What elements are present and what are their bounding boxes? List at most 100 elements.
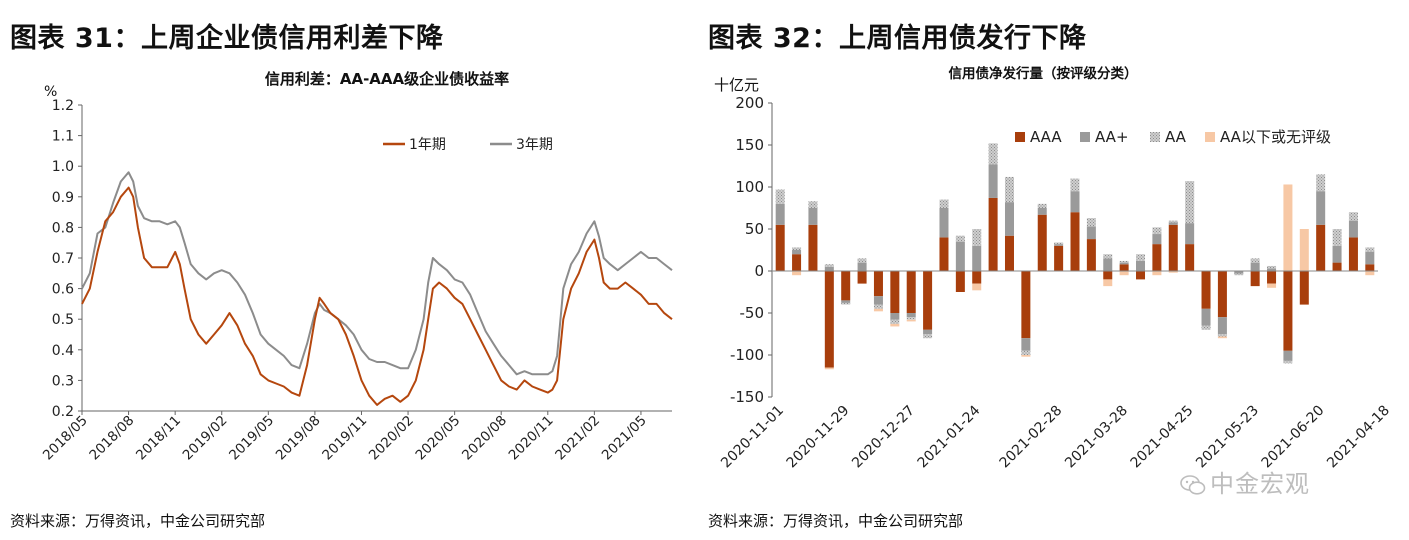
series-line-3y [81,171,673,376]
bar-aa-plus [1086,226,1096,240]
bar-aa [1332,229,1342,246]
bar-aaa [1283,271,1293,351]
y-tick-label: 0.7 [52,251,74,267]
bar-aaa [1250,271,1260,287]
bar-aa-plus [1332,245,1342,263]
x-tick-label: 2021/05 [599,413,650,464]
bar-aa-plus [808,208,818,225]
bar-aaa [873,271,883,297]
bar-aaa [841,271,851,301]
bar-aa-below [1217,336,1227,339]
series-line-1y [81,186,673,406]
bar-aa-below [906,319,916,322]
bar-aa-plus [1070,191,1080,213]
y-tick-label: 50 [745,220,764,238]
bar-aa-plus [1365,251,1375,265]
legend-label: AA+ [1095,128,1129,146]
bar-aa [841,302,851,305]
bar-aaa [1217,271,1227,318]
y-tick-label: 0.4 [52,343,74,359]
bar-aa-plus [1283,350,1293,361]
bar-aaa [1152,244,1162,271]
bar-aa [1185,181,1195,224]
bar-aa-plus [1152,234,1162,245]
bar-aa [890,319,900,324]
bar-aa [972,229,982,246]
bar-aaa [1103,271,1113,280]
y-tick-label: -150 [730,388,764,406]
bar-aa-plus [857,262,867,271]
x-tick-label: 2020-11-29 [784,403,853,472]
bar-aaa [1299,271,1309,305]
bar-aa-plus [1267,268,1277,271]
bar-aaa [1185,244,1195,271]
left-figure-panel: 图表 31：上周企业债信用利差下降 信用利差：AA-AAA级企业债收益率% 1.2… [0,0,690,540]
wechat-icon [1180,475,1206,495]
bar-aa-below [1152,271,1162,276]
bar-aa-plus [1250,262,1260,271]
x-tick-label: 2019/05 [226,413,277,464]
x-tick-label: 2020/02 [366,413,417,464]
legend-label: 3年期 [516,137,553,153]
bar-aa-plus [906,313,916,318]
y-tick-label: 0.8 [52,220,74,236]
legend-swatch-aa-plus [1080,132,1090,142]
y-tick-label: 1.2 [52,98,74,114]
bar-aa [1365,247,1375,252]
bar-aa [1021,350,1031,355]
credit-spread-line-chart: 信用利差：AA-AAA级企业债收益率%1.2 1.1 1.0 0.9 0.8 0.7 0.6… [40,70,673,464]
bar-aaa [890,271,900,313]
bar-aa [1348,212,1358,221]
bar-aa-plus [955,241,965,271]
bar-aaa [1070,212,1080,271]
bar-aa [1152,227,1162,235]
bar-aa [808,201,818,208]
bar-aa [1316,174,1326,192]
bar-aaa [1201,271,1211,309]
bar-aa [1119,260,1129,263]
bar-aa [923,334,933,339]
chart-title: 信用利差：AA-AAA级企业债收益率 [265,70,509,88]
bar-aaa [955,271,965,292]
bar-aa-plus [1021,338,1031,351]
bar-aa-below [890,323,900,327]
x-tick-label: 2020-11-01 [718,403,787,472]
bar-aa [1250,258,1260,263]
x-tick-label: 2021-03-28 [1062,403,1131,472]
bar-aa-below [1168,271,1178,273]
left-figure-title: 图表 31：上周企业债信用利差下降 [10,23,444,54]
bar-aa-plus [939,208,949,238]
bar-aaa [1267,271,1277,284]
y-tick-label: 200 [735,94,764,112]
bar-aa-plus [873,296,883,305]
bar-aaa [1365,264,1375,271]
bar-aa [939,199,949,208]
legend-label: AA [1165,128,1187,146]
x-tick-label: 2021-06-20 [1259,403,1328,472]
x-tick-label: 2021-04-18 [1324,403,1393,472]
bar-aaa [1086,239,1096,271]
bar-aa-plus [1004,202,1014,236]
y-tick-label: 0.9 [52,190,74,206]
bar-aaa [972,271,982,284]
bar-aa [1054,242,1064,245]
bar-aa [775,189,785,204]
bar-aa [873,304,883,309]
x-tick-label: 2018/08 [86,413,137,464]
legend-swatch-aaa [1015,132,1025,142]
x-tick-label: 2021-02-28 [997,403,1066,472]
bar-aa [857,258,867,263]
legend-swatch-aa [1150,132,1160,142]
bar-aa-plus [1054,244,1064,246]
bar-aa-plus [1316,191,1326,225]
bar-aa-below [1267,283,1277,288]
bar-aa [824,264,834,267]
x-tick-label: 2018/11 [133,413,184,464]
bar-aa-plus [988,164,998,198]
bar-aa-below [873,308,883,312]
bar-aaa [1021,271,1031,339]
bar-aa-below [1283,184,1293,271]
bar-aa-plus [792,250,802,255]
bar-aa [1037,203,1047,208]
